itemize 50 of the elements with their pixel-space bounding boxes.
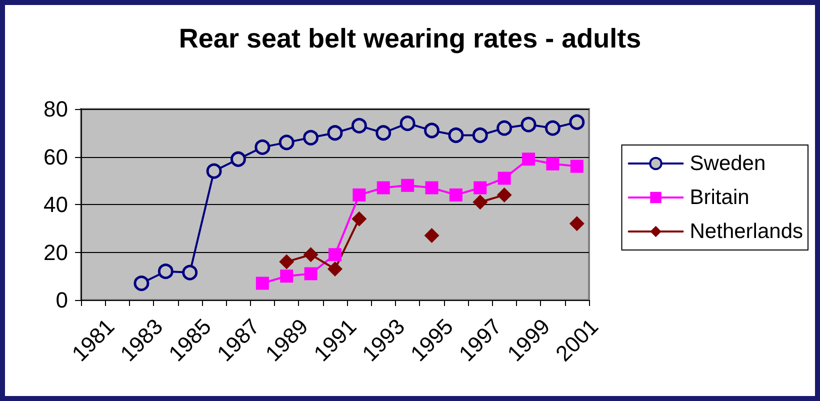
y-tick-label: 60 <box>44 144 68 170</box>
point <box>498 172 511 185</box>
point <box>303 247 318 262</box>
point <box>570 160 584 173</box>
point <box>425 181 438 194</box>
point <box>158 264 174 280</box>
point <box>569 114 585 130</box>
point <box>278 134 294 150</box>
point <box>520 116 536 132</box>
point <box>522 152 536 166</box>
point <box>280 270 294 283</box>
point <box>351 118 367 134</box>
point <box>544 120 560 136</box>
point <box>230 151 246 167</box>
legend-label: Netherlands <box>690 220 803 243</box>
y-tick-label: 0 <box>56 288 68 312</box>
point <box>134 276 150 292</box>
point <box>474 181 487 194</box>
point <box>496 120 512 136</box>
point <box>352 211 367 226</box>
point <box>424 122 440 138</box>
point <box>182 264 198 280</box>
point <box>256 276 269 290</box>
point <box>206 163 222 179</box>
point <box>376 181 390 194</box>
point <box>449 188 462 202</box>
point <box>327 125 343 141</box>
point <box>254 139 270 155</box>
point <box>376 125 392 141</box>
y-tick-label: 80 <box>44 96 68 122</box>
y-tick-label: 20 <box>44 240 68 265</box>
point <box>448 128 464 144</box>
point <box>352 188 366 202</box>
point <box>279 254 294 270</box>
point <box>496 187 512 202</box>
point <box>401 178 414 192</box>
point <box>472 194 488 210</box>
y-tick-label: 40 <box>44 192 68 217</box>
point <box>328 248 342 262</box>
legend-label: Sweden <box>690 152 766 175</box>
legend-label: Britain <box>690 186 750 209</box>
point <box>400 116 416 132</box>
point <box>546 157 560 170</box>
point <box>304 267 318 280</box>
chart-title: Rear seat belt wearing rates - adults <box>178 24 642 54</box>
point <box>328 261 342 276</box>
point <box>472 128 488 144</box>
point <box>569 216 584 232</box>
point <box>424 228 440 244</box>
point <box>303 130 319 146</box>
